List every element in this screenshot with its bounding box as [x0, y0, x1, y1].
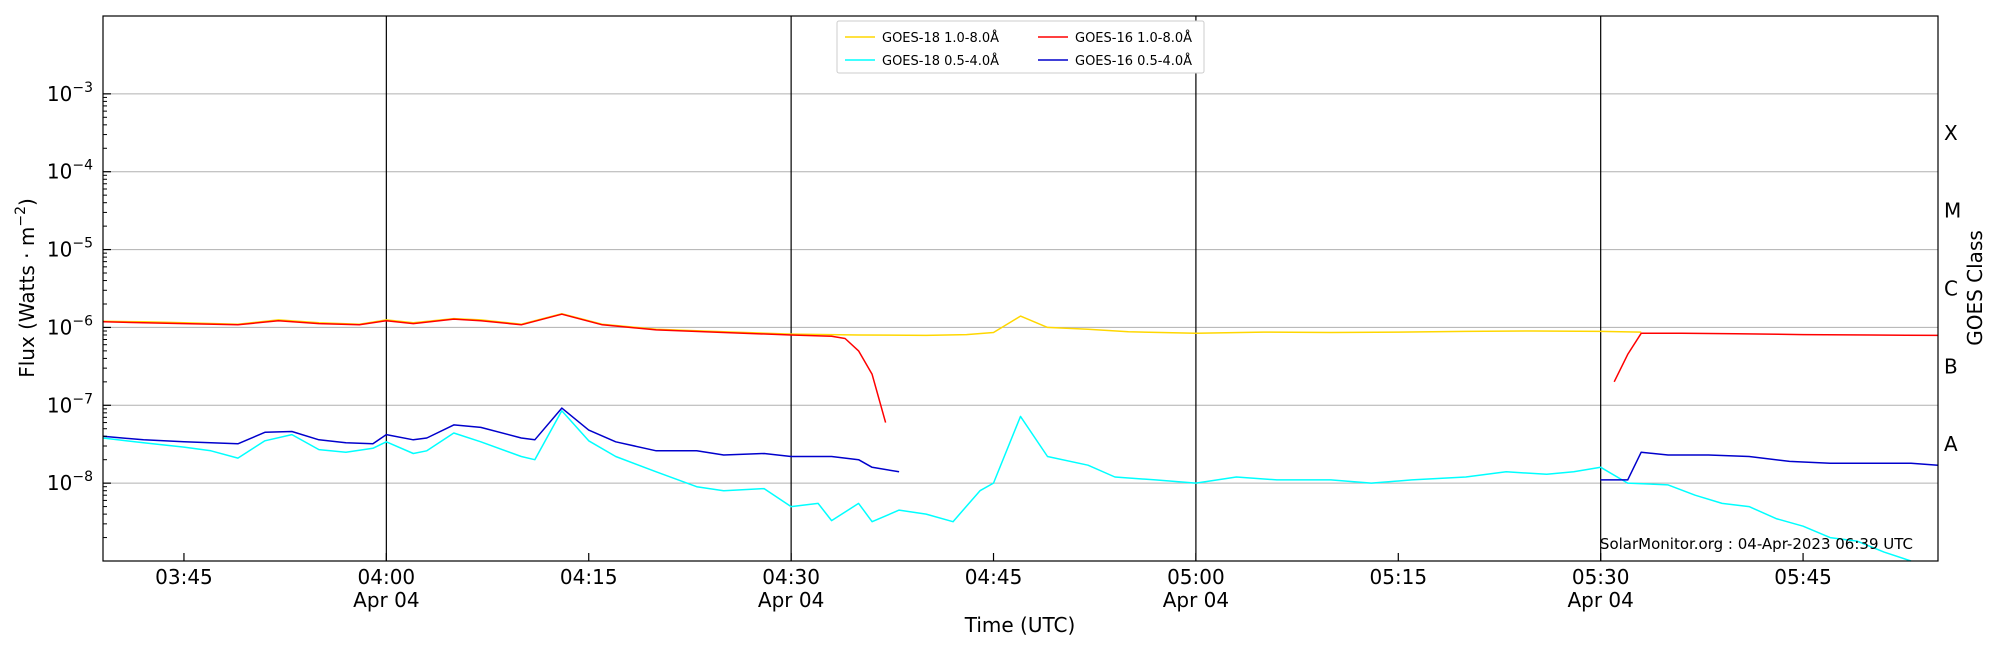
x-tick-label: 04:00	[358, 565, 416, 589]
x-tick-label: 05:45	[1774, 565, 1832, 589]
x-tick-date-label: Apr 04	[1567, 588, 1633, 612]
y-tick-label: 10−3	[47, 80, 93, 106]
legend: GOES-18 1.0-8.0Å GOES-18 0.5-4.0Å GOES-16 …	[836, 20, 1205, 74]
series-line	[102, 312, 1642, 337]
goes-class-label: X	[1944, 121, 1958, 145]
goes-class-label: M	[1944, 199, 1961, 223]
legend-label: GOES-18 0.5-4.0Å	[882, 53, 999, 69]
grid-lines	[103, 93, 1938, 484]
data-series	[102, 312, 1939, 562]
x-tick-label: 04:45	[965, 565, 1023, 589]
y-tick-label: 10−8	[47, 469, 93, 495]
x-tick-label: 04:30	[762, 565, 820, 589]
legend-label: GOES-18 1.0-8.0Å	[882, 30, 999, 46]
day-boundary-lines	[385, 16, 1602, 561]
x-tick-label: 04:15	[560, 565, 618, 589]
x-axis-title: Time (UTC)	[964, 613, 1076, 637]
series-line	[1613, 332, 1939, 383]
x-tick-label: 05:00	[1167, 565, 1225, 589]
x-tick-date-label: Apr 04	[1163, 588, 1229, 612]
goes-class-label: B	[1944, 354, 1958, 378]
legend-box	[836, 20, 1205, 74]
y-axis-title-close: )	[15, 198, 39, 206]
x-tick-label: 05:15	[1369, 565, 1427, 589]
series-line	[102, 410, 1912, 562]
plot-frame	[102, 15, 1939, 562]
y-tick-label: 10−7	[47, 391, 93, 417]
y-tick-label: 10−6	[47, 313, 93, 339]
x-tick-date-label: Apr 04	[758, 588, 824, 612]
legend-label: GOES-16 1.0-8.0Å	[1075, 30, 1192, 46]
series-line	[1600, 451, 1939, 481]
y-axis-title-main: Flux (Watts · m	[15, 227, 39, 378]
y-tick-label: 10−5	[47, 236, 93, 262]
y-tick-label: 10−4	[47, 158, 93, 184]
goes-class-labels: A B C M X	[1944, 121, 1961, 456]
goes-class-axis-title: GOES Class	[1963, 230, 1987, 346]
y-axis-title-exponent: −2	[13, 206, 29, 227]
goes-class-label: A	[1944, 432, 1958, 456]
y-axis-title: Flux (Watts · m−2)	[13, 198, 39, 378]
x-tick-label: 03:45	[155, 565, 213, 589]
series-line	[102, 407, 900, 473]
x-tick-date-label: Apr 04	[353, 588, 419, 612]
x-tick-label: 05:30	[1572, 565, 1630, 589]
legend-label: GOES-16 0.5-4.0Å	[1075, 53, 1192, 69]
credit-text: SolarMonitor.org : 04-Apr-2023 06:39 UTC	[1600, 535, 1913, 553]
goes-class-label: C	[1944, 277, 1958, 301]
series-line	[102, 313, 887, 423]
